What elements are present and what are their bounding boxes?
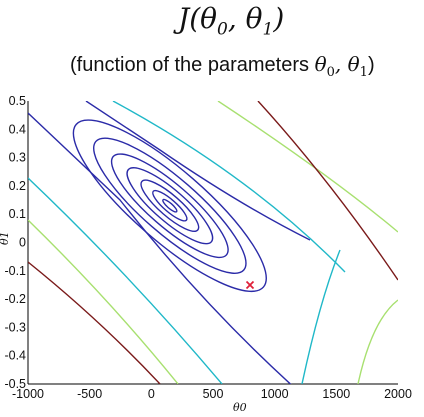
- x-tick-label: -500: [77, 387, 102, 401]
- contour-open-7: [28, 261, 161, 384]
- y-tick-label: -0.1: [4, 264, 26, 278]
- y-tick-label: 0.5: [9, 94, 26, 108]
- contour-lines: [28, 101, 398, 384]
- y-tick-label: -0.3: [4, 320, 26, 334]
- y-tick-label: 0: [19, 236, 26, 250]
- y-tick-label: 0.4: [9, 122, 26, 136]
- contour-open-1: [28, 112, 292, 384]
- y-tick-label: -0.2: [4, 292, 26, 306]
- contour-open-4: [112, 101, 346, 273]
- x-tick-labels: -1000 -500 0 500 1000 1500 2000: [12, 387, 412, 401]
- contour-open-3: [28, 177, 223, 384]
- contour-open-9: [301, 249, 341, 384]
- contour-ring-3: [140, 179, 200, 232]
- x-tick-label: 1500: [322, 387, 350, 401]
- contour-open-8: [257, 101, 398, 281]
- plot-frame: [27, 101, 398, 385]
- contour-ring-5: [110, 153, 229, 259]
- x-tick-label: 0: [148, 387, 155, 401]
- marker-stroke-2: [245, 280, 255, 290]
- contour-ring-6: [93, 137, 247, 274]
- contour-ring-4: [126, 167, 214, 245]
- y-tick-label: -0.5: [4, 377, 26, 391]
- y-tick-label: 0.3: [9, 151, 26, 165]
- contour-open-2: [85, 101, 311, 241]
- contour-open-10: [357, 299, 398, 384]
- x-tick-label: -1000: [12, 387, 44, 401]
- min-point-marker: [245, 280, 255, 290]
- contour-ring-1: [162, 198, 178, 213]
- contour-open-5: [28, 219, 179, 384]
- y-tick-label: 0.1: [9, 207, 26, 221]
- contour-open-6: [217, 101, 398, 233]
- y-tick-label: -0.4: [4, 349, 26, 363]
- contour-ring-2: [152, 189, 188, 222]
- chart-subtitle: (function of the parameters θ0, θ1): [70, 52, 375, 80]
- y-axis-label: θ1: [0, 231, 11, 245]
- x-tick-label: 1000: [261, 387, 289, 401]
- x-tick-label: 2000: [384, 387, 412, 401]
- x-axis-label: θ0: [233, 401, 247, 414]
- x-tick-label: 500: [203, 387, 224, 401]
- chart-title: J(θ0, θ1): [178, 2, 285, 40]
- y-tick-label: 0.2: [9, 179, 26, 193]
- y-tick-labels: 0.5 0.4 0.3 0.2 0.1 0 -0.1 -0.2 -0.3 -0.4 -0.5: [4, 94, 26, 391]
